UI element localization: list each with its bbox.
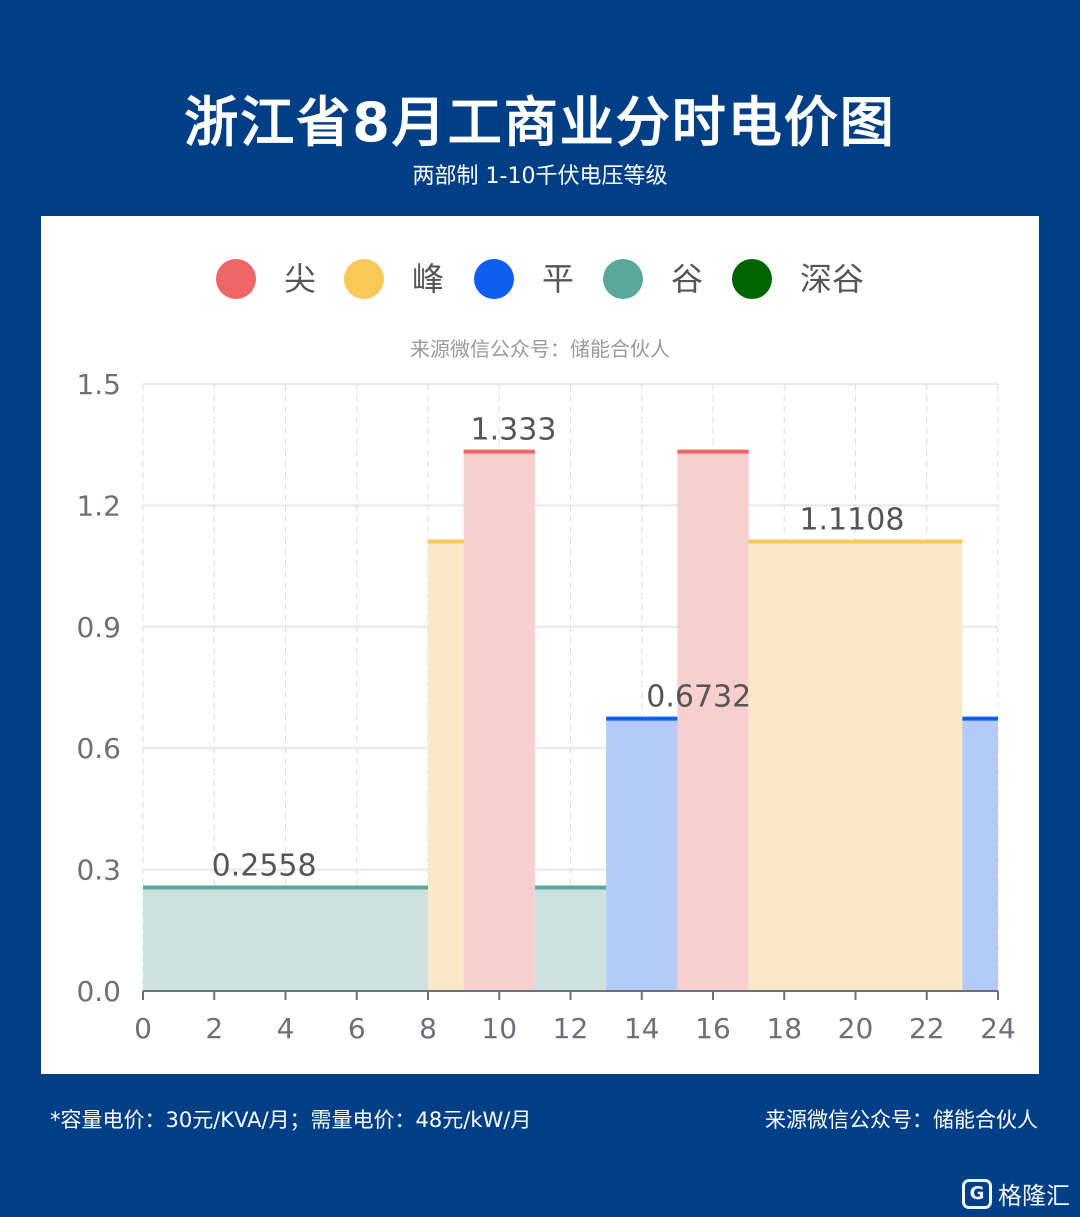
footer-source: 来源微信公众号：储能合伙人 [765,1108,1038,1132]
legend-label-4: 谷 [671,260,703,298]
chart-legend: 尖 峰 平 谷 深谷 [216,259,864,299]
area-2-2 [748,541,963,991]
x-tick-label-5: 10 [481,1012,517,1045]
legend-marker-4 [603,259,643,299]
chart-panel: 尖峰平谷深谷 来源微信公众号：储能合伙人 0 2 4 6 8 10 12 14 16 18 20 22… [41,216,1039,1074]
y-tick-label-4: 1.2 [76,489,121,522]
footer-note: *容量电价：30元/KVA/月；需量电价：48元/kW/月 [50,1108,532,1132]
area-4-1 [143,887,428,991]
data-label-4: 1.1108 [799,502,904,537]
x-tick-label-3: 6 [348,1012,366,1045]
legend-label-2: 峰 [412,260,444,298]
chart-data-labels: 0.2558 1.333 0.6732 1.1108 [212,413,905,884]
y-tick-label-1: 0.3 [76,854,121,887]
legend-marker-3 [474,259,514,299]
area-3-1 [606,718,678,991]
watermark: G 格隆汇 [962,1176,1070,1211]
y-tick-label-2: 0.6 [76,732,121,765]
y-tick-label-3: 0.9 [76,611,121,644]
chart-step-lines [143,449,998,890]
x-tick-label-1: 2 [205,1012,223,1045]
chart-tick-labels: 0 2 4 6 8 10 12 14 16 18 20 22 240.00.30.60.91.21.5 [76,368,1015,1045]
x-tick-label-11: 22 [909,1012,945,1045]
legend-label-1: 尖 [284,260,316,298]
x-tick-label-0: 0 [134,1012,152,1045]
chart-source-label: 来源微信公众号：储能合伙人 [410,337,670,361]
page-title: 浙江省8月工商业分时电价图 [184,91,896,154]
price-chart: 尖峰平谷深谷 来源微信公众号：储能合伙人 0 2 4 6 8 10 12 14 16 18 20 22… [76,259,1016,1045]
page-subtitle: 两部制 1-10千伏电压等级 [412,164,668,189]
legend-marker-5 [732,259,772,299]
chart-grid [142,383,999,991]
area-4-2 [534,887,607,991]
data-label-1: 0.2558 [212,848,317,883]
x-tick-label-9: 18 [766,1012,802,1045]
data-label-3: 0.6732 [646,680,751,715]
x-tick-label-4: 8 [419,1012,437,1045]
x-tick-label-2: 4 [277,1012,295,1045]
area-1-1 [463,451,535,991]
legend-marker-1 [216,259,256,299]
legend-label-3: 平 [542,260,574,298]
chart-areas [143,451,998,991]
legend-marker-2 [344,259,384,299]
watermark-text: 格隆汇 [998,1182,1070,1210]
watermark-logo-icon: G [962,1178,992,1209]
area-1-2 [677,451,749,991]
legend-label-5: 深谷 [800,260,864,298]
x-tick-label-7: 14 [624,1012,660,1045]
x-tick-label-8: 16 [695,1012,731,1045]
x-tick-label-10: 20 [838,1012,874,1045]
x-tick-label-6: 12 [553,1012,589,1045]
chart-axes [142,990,999,1000]
y-tick-label-0: 0.0 [76,975,121,1008]
area-2-1 [428,541,464,991]
x-tick-label-12: 24 [980,1012,1016,1045]
y-tick-label-5: 1.5 [76,368,121,401]
data-label-2: 1.333 [471,413,557,448]
area-3-2 [962,718,998,991]
